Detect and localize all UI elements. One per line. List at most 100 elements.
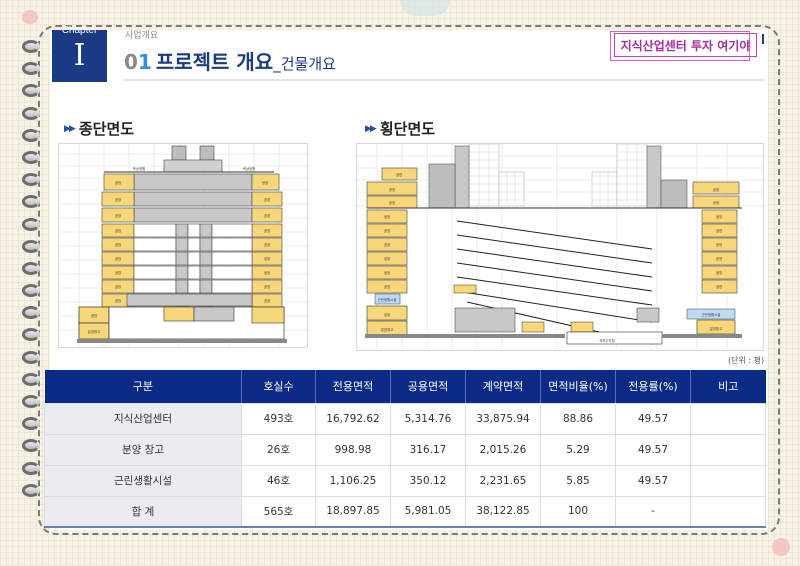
chapter-badge: Chapter I	[52, 25, 107, 82]
svg-text:공장: 공장	[716, 270, 722, 275]
svg-text:분양창고: 분양창고	[381, 327, 393, 332]
table-row-total: 합 계 565호 18,897.85 5,981.05 38,122.85 10…	[44, 495, 766, 528]
column-header: 비고	[690, 370, 766, 403]
svg-text:공장: 공장	[384, 270, 390, 275]
decorative-heart	[772, 538, 790, 556]
svg-text:공장: 공장	[384, 228, 390, 233]
section-title-transverse: ▶▶ 횡단면도	[365, 118, 435, 139]
spiral-ring	[22, 173, 40, 187]
unit-note: (단위 : 평)	[728, 356, 765, 365]
page-title: 01 프로젝트 개요 _건물개요	[124, 46, 336, 75]
row-label: 분양 창고	[44, 433, 242, 466]
spiral-ring	[22, 461, 40, 475]
column-header: 호실수	[241, 370, 316, 403]
spiral-ring	[22, 328, 40, 342]
cell-common-area: 350.12	[390, 464, 466, 497]
title-number: 01	[124, 50, 152, 74]
svg-text:공장: 공장	[91, 313, 97, 318]
cell-exclusive-rate: 49.57	[615, 402, 691, 435]
row-label: 합 계	[44, 495, 242, 528]
svg-text:공장: 공장	[115, 298, 121, 303]
svg-text:공장: 공장	[713, 187, 719, 192]
cell-exclusive-rate: 49.57	[615, 464, 691, 497]
cell-units: 493호	[241, 402, 316, 435]
cell-note	[690, 495, 766, 528]
svg-text:공장: 공장	[115, 270, 121, 275]
cell-units: 46호	[241, 464, 316, 497]
svg-text:공장: 공장	[115, 228, 121, 233]
table-row: 근린생활시설 46호 1,106.25 350.12 2,231.65 5.85…	[44, 464, 766, 497]
svg-text:공장: 공장	[384, 312, 390, 317]
cell-exclusive-area: 1,106.25	[315, 464, 391, 497]
svg-text:분양창고: 분양창고	[710, 326, 722, 331]
cell-common-area: 5,981.05	[390, 495, 466, 528]
svg-text:공장: 공장	[264, 228, 270, 233]
svg-text:공장: 공장	[264, 298, 270, 303]
column-header: 계약면적	[465, 370, 541, 403]
table-header-row: 구분 호실수 전용면적 공용면적 계약면적 면적비율(%) 전용률(%) 비고	[44, 370, 766, 403]
cell-common-area: 316.17	[390, 433, 466, 466]
cell-contract-area: 33,875.94	[465, 402, 541, 435]
svg-text:공장: 공장	[716, 256, 722, 261]
spiral-ring	[22, 239, 40, 253]
spiral-ring	[22, 62, 40, 76]
column-header: 전용률(%)	[615, 370, 691, 403]
cell-units: 565호	[241, 495, 316, 528]
building-summary-table: 구분 호실수 전용면적 공용면적 계약면적 면적비율(%) 전용률(%) 비고 …	[44, 370, 766, 528]
svg-text:공장: 공장	[264, 284, 270, 289]
column-header: 전용면적	[315, 370, 391, 403]
svg-text:공장: 공장	[384, 242, 390, 247]
cell-exclusive-area: 998.98	[315, 433, 391, 466]
tag-text: 지식산업센터 투자 여기야	[620, 38, 751, 53]
cell-common-area: 5,314.76	[390, 402, 466, 435]
cell-area-ratio: 88.86	[540, 402, 616, 435]
spiral-ring	[22, 84, 40, 98]
cell-exclusive-area: 16,792.62	[315, 402, 391, 435]
table-row: 분양 창고 26호 998.98 316.17 2,015.26 5.29 49…	[44, 433, 766, 466]
row-label: 지식산업센터	[44, 402, 242, 435]
spiral-ring	[22, 417, 40, 431]
svg-text:공장: 공장	[384, 214, 390, 219]
svg-text:공장: 공장	[396, 172, 402, 177]
spiral-ring	[22, 106, 40, 120]
svg-text:공장: 공장	[115, 242, 121, 247]
section-title-longitudinal: ▶▶ 종단면도	[64, 118, 134, 139]
svg-text:공장: 공장	[713, 200, 719, 205]
svg-text:공장: 공장	[264, 213, 270, 218]
cell-contract-area: 2,231.65	[465, 464, 541, 497]
title-sub: _건물개요	[273, 55, 336, 73]
section-title-text: 종단면도	[78, 120, 135, 138]
svg-text:공장: 공장	[716, 228, 722, 233]
spiral-binding	[22, 40, 46, 510]
spiral-ring	[22, 128, 40, 142]
column-header: 구분	[44, 370, 242, 403]
svg-text:공장: 공장	[716, 214, 722, 219]
column-header: 면적비율(%)	[540, 370, 616, 403]
chapter-number: I	[73, 38, 86, 73]
column-header: 공용면적	[390, 370, 466, 403]
cell-units: 26호	[241, 433, 316, 466]
svg-text:공장: 공장	[389, 200, 395, 205]
cell-contract-area: 38,122.85	[465, 495, 541, 528]
notebook-frame	[38, 25, 780, 535]
title-divider	[124, 79, 764, 81]
spiral-ring	[22, 483, 40, 497]
svg-text:공장: 공장	[716, 284, 722, 289]
svg-text:공장: 공장	[264, 256, 270, 261]
spiral-ring	[22, 372, 40, 386]
svg-text:공장: 공장	[115, 213, 121, 218]
cell-contract-area: 2,015.26	[465, 433, 541, 466]
svg-text:공장: 공장	[384, 284, 390, 289]
cell-exclusive-rate: 49.57	[615, 433, 691, 466]
cell-note	[690, 402, 766, 435]
arrow-bullet-icon: ▶▶	[64, 123, 76, 134]
spiral-ring	[22, 150, 40, 164]
cell-note	[690, 433, 766, 466]
svg-text:지하주차장: 지하주차장	[599, 338, 615, 343]
svg-text:공장: 공장	[115, 180, 121, 185]
spiral-ring	[22, 439, 40, 453]
svg-text:근린생활시설: 근린생활시설	[702, 312, 721, 317]
tag-label: 지식산업센터 투자 여기야	[610, 31, 757, 61]
cell-area-ratio: 5.85	[540, 464, 616, 497]
tag-marker	[762, 34, 764, 44]
